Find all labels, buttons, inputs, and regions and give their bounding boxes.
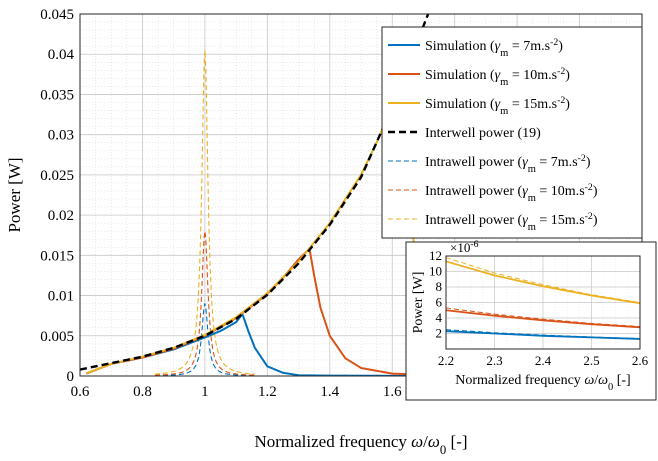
inset-x-tick-label: 2.3 xyxy=(486,353,502,368)
inset-series-line-5 xyxy=(445,257,641,303)
y-tick-label: 0 xyxy=(67,369,75,385)
y-tick-label: 0.035 xyxy=(40,87,74,103)
y-tick-label: 0.02 xyxy=(48,208,74,224)
legend-entry: Intrawell power (γm = 7m.s-2) xyxy=(425,153,591,175)
y-tick-label: 0.005 xyxy=(40,329,74,345)
main-x-axis-label: Normalized frequency ω/ω0 [-] xyxy=(254,432,467,457)
y-tick-label: 0.025 xyxy=(40,168,74,184)
inset-y-tick-label: 4 xyxy=(436,310,443,325)
main-series-line-5 xyxy=(154,230,255,376)
inset-y-tick-label: 12 xyxy=(429,248,442,263)
main-series-line-3 xyxy=(80,14,430,371)
y-tick-label: 0.04 xyxy=(48,47,75,63)
inset-x-tick-label: 2.6 xyxy=(632,353,649,368)
inset-x-axis-label: Normalized frequency ω/ω0 [-] xyxy=(455,373,630,393)
x-tick-label: 1 xyxy=(201,384,209,400)
main-y-axis-label: Power [W] xyxy=(5,157,24,232)
inset-y-tick-label: 6 xyxy=(436,295,443,310)
legend-box xyxy=(381,26,643,239)
y-tick-label: 0.01 xyxy=(48,289,74,305)
x-tick-label: 1.6 xyxy=(383,384,402,400)
inset-y-tick-label: 10 xyxy=(429,264,442,279)
legend-entry: Intrawell power (γm = 10m.s-2) xyxy=(425,182,598,204)
legend-entry: Interwell power (19) xyxy=(425,126,541,141)
x-tick-label: 1.4 xyxy=(320,384,339,400)
legend-entry: Simulation (γm = 10m.s-2) xyxy=(425,66,570,88)
inset-series-line-3 xyxy=(445,307,641,328)
x-tick-label: 0.8 xyxy=(133,384,152,400)
inset-y-axis-label: Power [W] xyxy=(411,272,426,334)
main-tick-labels: 0.60.811.21.41.61.822.200.0050.010.0150.… xyxy=(40,7,589,400)
x-tick-label: 0.6 xyxy=(71,384,90,400)
legend-entry: Intrawell power (γm = 15m.s-2) xyxy=(425,211,598,233)
inset-x-tick-label: 2.2 xyxy=(438,353,454,368)
inset-x-tick-label: 2.5 xyxy=(583,353,599,368)
inset-series-line-1 xyxy=(445,329,641,340)
inset-y-tick-label: 8 xyxy=(436,279,443,294)
inset-series-line-4 xyxy=(445,260,641,305)
y-tick-label: 0.045 xyxy=(40,7,74,23)
legend-entry: Simulation (γm = 15m.s-2) xyxy=(425,95,570,117)
main-series-line-6 xyxy=(154,49,255,375)
legend-entry: Simulation (γm = 7m.s-2) xyxy=(425,37,563,59)
legend-items: Simulation (γm = 7m.s-2) Simulation (γm =… xyxy=(388,37,598,233)
inset-x-tick-label: 2.4 xyxy=(535,353,552,368)
x-tick-label: 1.2 xyxy=(258,384,277,400)
inset-plot-frame xyxy=(445,255,641,350)
y-tick-label: 0.015 xyxy=(40,248,74,264)
main-series-line-4 xyxy=(154,303,255,376)
inset-series-line-2 xyxy=(445,309,641,329)
inset-y-tick-label: 2 xyxy=(436,326,443,341)
inset-series xyxy=(445,257,641,340)
legend: Simulation (γm = 7m.s-2) Simulation (γm =… xyxy=(381,26,643,239)
y-tick-label: 0.03 xyxy=(48,128,74,144)
